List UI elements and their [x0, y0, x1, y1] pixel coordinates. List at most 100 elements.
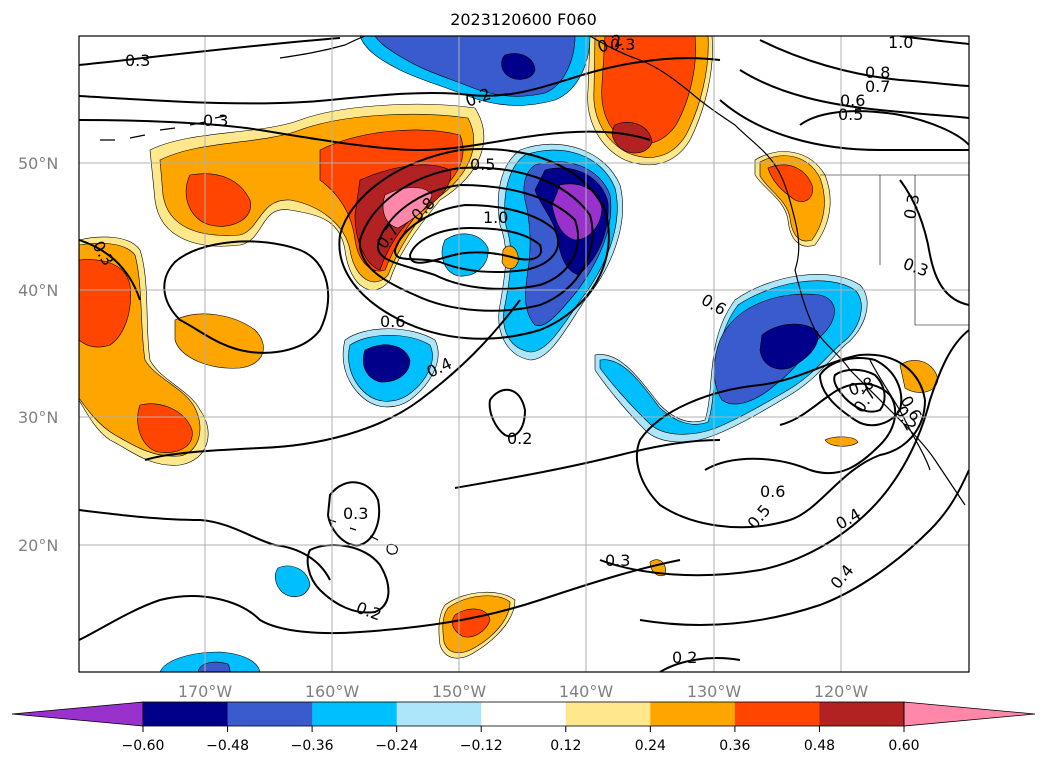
contour-label: 0.2 [507, 429, 532, 448]
colorbar-tick-label: 0.36 [719, 738, 750, 754]
contour-label: 0.6 [380, 312, 405, 331]
gridlines [79, 36, 969, 672]
contour-ring-2 [358, 166, 594, 312]
contour-label: 0.3 [203, 111, 228, 130]
colorbar-cell [227, 702, 313, 726]
contour-label: 0.6 [760, 482, 785, 501]
contour-ne-loop [799, 110, 969, 146]
contour-ne-1 [759, 39, 969, 87]
contour-ring-1 [338, 148, 610, 340]
contour-label: 0.2 [672, 648, 697, 667]
contour-0-2 [79, 57, 721, 105]
warm-small-baja [899, 360, 939, 393]
warm-region-bc-red [767, 164, 813, 202]
lon-label: 160°W [305, 682, 360, 701]
map-title: 2023120600 F060 [450, 10, 597, 29]
contour-0-2-south [488, 388, 527, 438]
contour-west-land [899, 179, 969, 306]
contour-ring-3 [376, 183, 580, 290]
colorbar-tick-label: −0.24 [375, 738, 418, 754]
colorbar-cell [312, 702, 398, 726]
contour-ne-3 [719, 99, 969, 152]
cold-region-north-navy [501, 53, 536, 80]
contour-label: 1.0 [483, 208, 508, 227]
contour-se-south [659, 657, 741, 672]
colorbar-cell [481, 702, 567, 726]
cold-region-155w-navy [362, 344, 411, 383]
colorbar-tick-label: 0.48 [804, 738, 835, 754]
lat-labels: 50°N 40°N 30°N 20°N [18, 154, 58, 555]
canada-border [820, 174, 969, 326]
contour-ring-4 [393, 203, 560, 273]
contour-east-0-2 [639, 469, 969, 626]
contour-0-4 [163, 240, 330, 354]
contour-0-3-mid [79, 119, 651, 152]
contour-east-ring-3 [818, 357, 903, 427]
contour-east-ring-4 [833, 368, 886, 413]
contour-label: 0.3 [605, 551, 630, 570]
contour-0-3-west [79, 239, 521, 461]
contour-hawaii-loop [326, 481, 380, 547]
contour-label: 0.3 [900, 192, 923, 220]
warm-core-alaska [611, 122, 653, 154]
contour-label: 0.8 [865, 63, 890, 82]
colorbar-frame [142, 701, 905, 727]
cold-region-north-mid [374, 36, 576, 97]
contour-label: 0.5 [838, 105, 863, 124]
contour-label: 0.3 [610, 35, 635, 54]
west-coast [794, 269, 966, 506]
lon-labels: 170°W 160°W 150°W 140°W 130°W 120°W [178, 682, 869, 701]
coastlines [100, 36, 969, 555]
alaska-coast [279, 36, 800, 271]
cold-core-purple [551, 183, 603, 241]
colorbar-tick-label: −0.48 [206, 738, 249, 754]
colorbar-cells [143, 702, 905, 726]
colorbar-cell [734, 702, 820, 726]
contour-label: 0.4 [833, 504, 865, 533]
lat-label: 40°N [18, 281, 58, 300]
colorbar-tick-label: −0.60 [122, 738, 165, 754]
colorbar-extend-high [903, 701, 1036, 727]
aleutians [100, 115, 226, 141]
colorbar-cell [650, 702, 736, 726]
contours [79, 36, 969, 672]
contour-label: 1.0 [888, 33, 913, 52]
warm-region-alaska-red [601, 36, 696, 145]
lon-label: 130°W [687, 682, 742, 701]
hawaii [329, 519, 399, 555]
lat-label: 30°N [18, 408, 58, 427]
lon-label: 170°W [178, 682, 233, 701]
contour-label: 0.7 [865, 77, 890, 96]
contour-label: 0.5 [470, 155, 495, 174]
contour-ne-4 [899, 36, 969, 45]
contour-label: 0.3 [343, 504, 368, 523]
contour-east-ring-1 [635, 353, 927, 529]
lon-label: 120°W [814, 682, 869, 701]
warm-region-midwest [174, 313, 264, 369]
cold-small-center [441, 233, 489, 277]
colorbar-extend-low [11, 701, 144, 727]
contour-label: 0.2 [354, 598, 384, 625]
contour-label: 0.6 [698, 290, 730, 319]
colorbar-cell [819, 702, 905, 726]
lat-label: 50°N [18, 154, 58, 173]
colorbar-ticks: −0.60 −0.48 −0.36 −0.24 −0.12 0.12 0.24 0.36 0.4… [122, 726, 920, 754]
shaded-fields [79, 36, 939, 672]
cold-small-south [274, 565, 311, 598]
contour-southern [79, 559, 681, 641]
contour-broad-low [79, 439, 721, 581]
contour-east-0-4 [599, 329, 969, 577]
colorbar-tick-label: −0.12 [460, 738, 503, 754]
contour-0-2-hawaii [306, 544, 390, 614]
plot-frame [78, 35, 970, 673]
lat-label: 20°N [18, 536, 58, 555]
cold-region-east-navy [759, 323, 819, 370]
contour-0-3-north [79, 37, 341, 66]
lon-label: 150°W [432, 682, 487, 701]
contour-ne-2 [739, 69, 969, 119]
cold-region-bottom-mid [197, 661, 231, 672]
contour-east-ring-2 [704, 382, 897, 475]
colorbar-tick-label: 0.60 [888, 738, 919, 754]
colorbar-cell [143, 702, 229, 726]
